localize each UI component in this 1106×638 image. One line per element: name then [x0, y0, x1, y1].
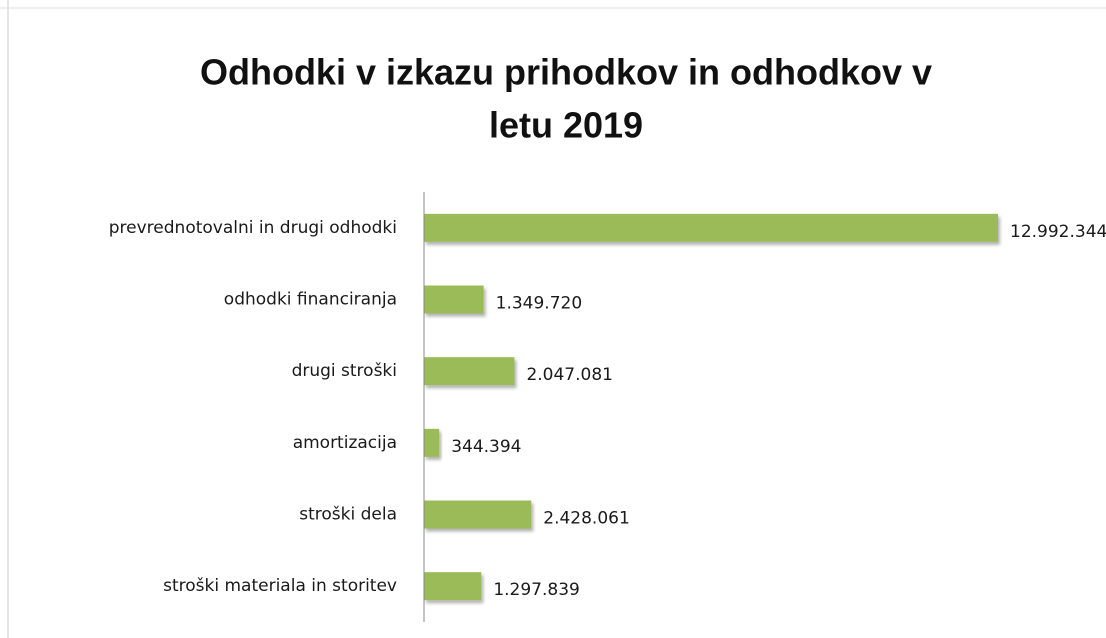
bar [424, 428, 440, 457]
y-tick-label: stroški materiala in storitev [163, 576, 397, 596]
y-tick-label: odhodki financiranja [224, 290, 397, 310]
bar [424, 285, 484, 314]
y-tick-label: drugi stroški [292, 361, 397, 381]
data-label: 1.349.720 [496, 294, 583, 314]
chart-title: Odhodki v izkazu prihodkov in odhodkov v [200, 52, 932, 93]
bar [424, 500, 532, 529]
y-tick-label: amortizacija [293, 433, 397, 453]
bar [424, 572, 482, 601]
bar [424, 357, 515, 386]
bar [424, 213, 998, 242]
y-tick-label: stroški dela [299, 505, 397, 525]
data-label: 1.297.839 [493, 580, 580, 600]
chart-title: letu 2019 [489, 105, 643, 146]
data-label: 2.047.081 [526, 365, 613, 385]
y-tick-label: prevrednotovalni in drugi odhodki [109, 218, 397, 238]
data-label: 344.394 [451, 437, 521, 457]
data-label: 12.992.344 [1010, 222, 1106, 242]
data-label: 2.428.061 [543, 509, 630, 529]
